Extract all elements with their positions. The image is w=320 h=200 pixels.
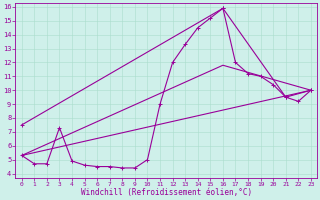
X-axis label: Windchill (Refroidissement éolien,°C): Windchill (Refroidissement éolien,°C) bbox=[81, 188, 252, 197]
